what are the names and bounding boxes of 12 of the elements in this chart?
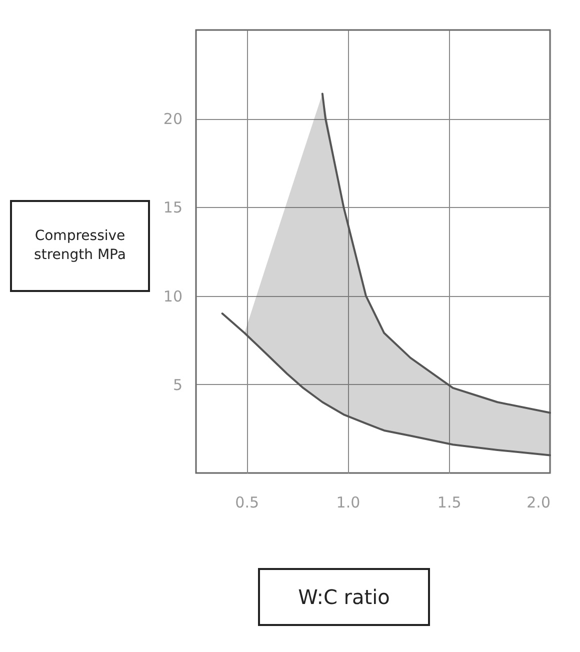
y-tick-label: 10	[163, 287, 182, 306]
y-tick-label: 15	[163, 198, 182, 217]
y-tick-label: 5	[172, 376, 182, 394]
x-tick-label: 1.0	[336, 494, 360, 512]
x-tick-label: 0.5	[235, 494, 259, 512]
line-series	[321, 92, 551, 414]
y-tick-label: 20	[163, 110, 182, 128]
y-axis-title: Compressive strength MPa	[10, 200, 150, 292]
line-series	[221, 312, 551, 456]
x-axis-title: W:C ratio	[258, 568, 430, 626]
x-tick-label: 2.0	[526, 494, 550, 512]
x-tick-label: 1.5	[437, 494, 462, 512]
